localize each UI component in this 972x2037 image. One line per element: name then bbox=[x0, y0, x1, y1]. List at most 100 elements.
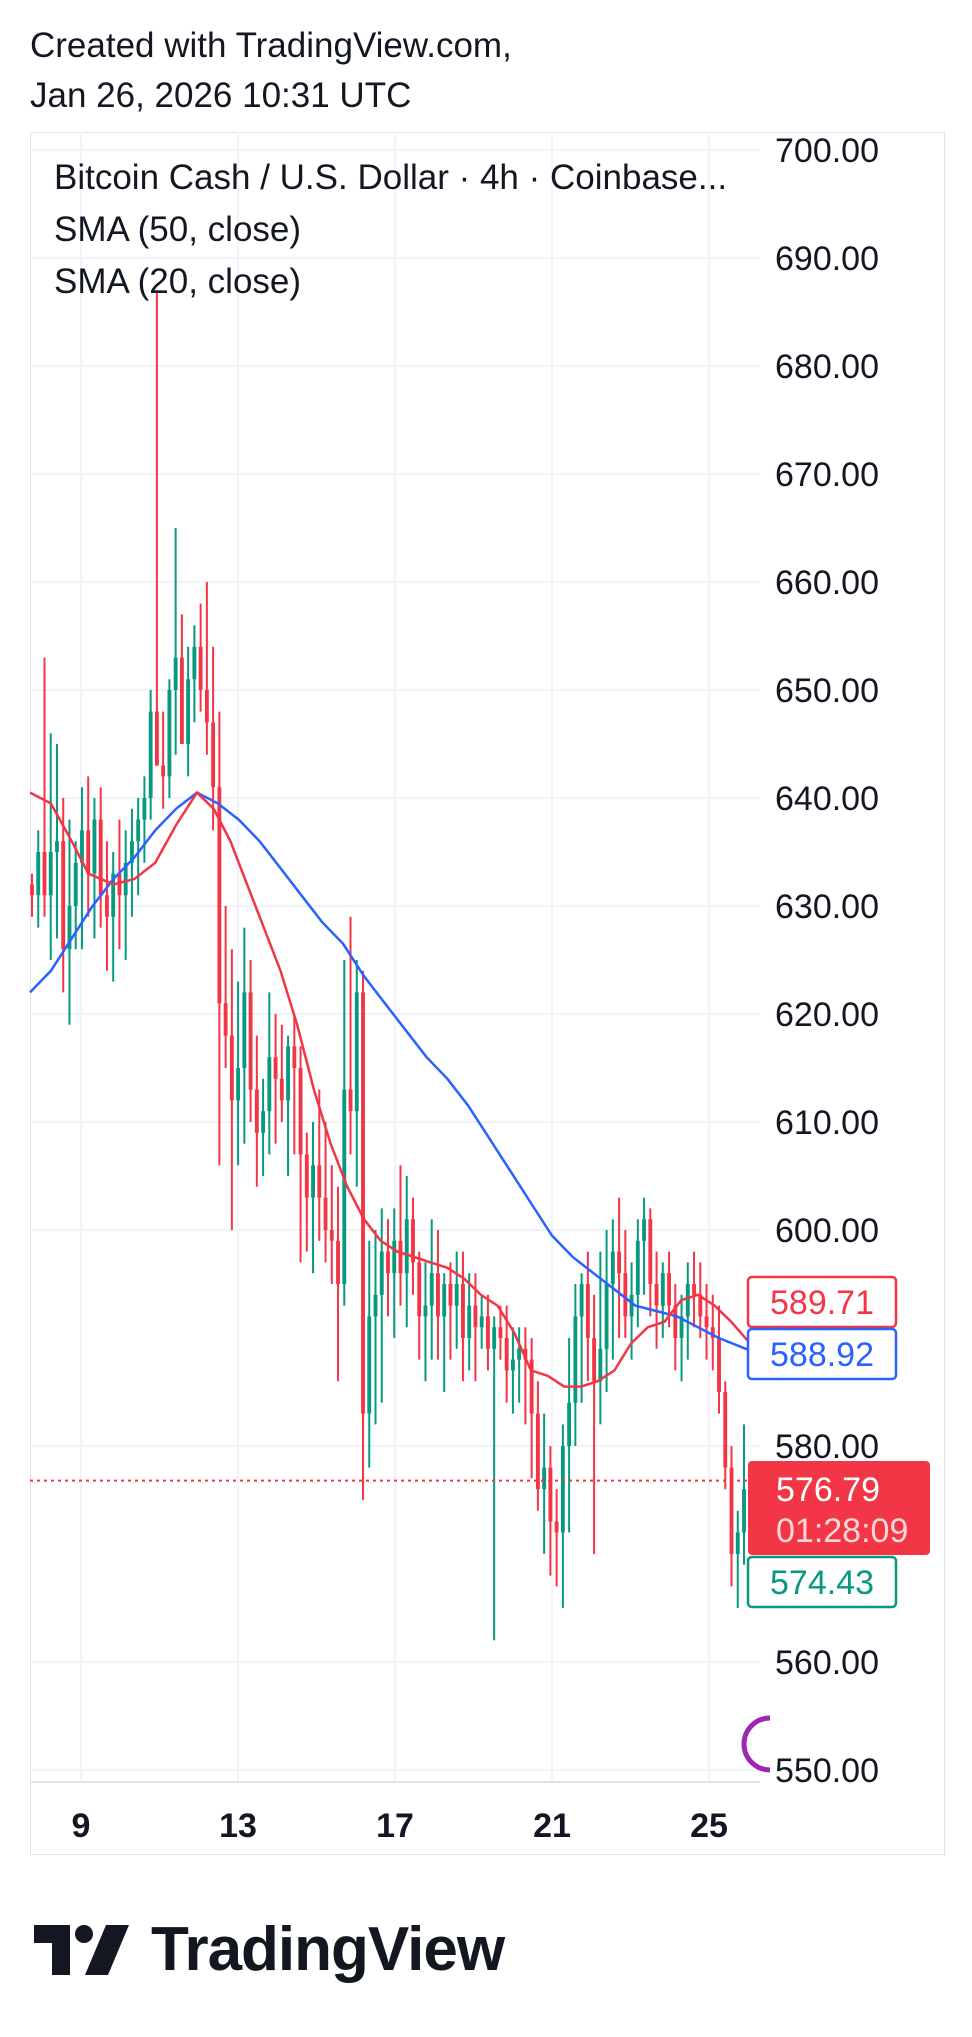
candle-body bbox=[80, 830, 84, 863]
legend-sma20[interactable]: SMA (20, close) bbox=[54, 262, 302, 301]
candle-body bbox=[367, 1316, 372, 1414]
candle-body bbox=[448, 1284, 453, 1306]
candle-body bbox=[729, 1467, 734, 1554]
candle-body bbox=[585, 1284, 590, 1338]
y-tick-label: 560.00 bbox=[775, 1644, 879, 1682]
candle-body bbox=[454, 1284, 459, 1306]
legend-symbol[interactable]: Bitcoin Cash / U.S. Dollar · 4h · Coinba… bbox=[54, 158, 728, 197]
candle-body bbox=[660, 1273, 665, 1306]
candle-body bbox=[323, 1197, 328, 1230]
candle-body bbox=[73, 862, 78, 906]
candle-body bbox=[105, 895, 109, 917]
candle-body bbox=[167, 690, 172, 777]
candle-body bbox=[123, 862, 128, 896]
candle-body bbox=[317, 1165, 322, 1198]
candle-body bbox=[417, 1262, 422, 1317]
candle-body bbox=[48, 852, 53, 896]
candle-body bbox=[485, 1316, 490, 1349]
candle-body bbox=[598, 1348, 603, 1382]
candle-body bbox=[717, 1338, 721, 1392]
candle-body bbox=[567, 1402, 572, 1446]
candle-body bbox=[373, 1294, 378, 1317]
candle-body bbox=[136, 819, 141, 842]
candle-body bbox=[504, 1338, 509, 1371]
candle-body bbox=[398, 1240, 403, 1274]
candle-body bbox=[311, 1165, 315, 1198]
candle-body bbox=[254, 1089, 259, 1133]
y-tick-label: 580.00 bbox=[775, 1428, 879, 1466]
candle-body bbox=[142, 798, 147, 820]
candle-body bbox=[704, 1316, 709, 1328]
y-tick-label: 650.00 bbox=[775, 672, 879, 710]
candle-body bbox=[411, 1219, 415, 1263]
candle-body bbox=[229, 1035, 234, 1101]
candle-body bbox=[604, 1284, 609, 1349]
last-price-label-box bbox=[748, 1461, 930, 1555]
x-tick-label: 25 bbox=[690, 1807, 728, 1845]
bar-countdown: 01:28:09 bbox=[776, 1512, 908, 1550]
candle-body bbox=[479, 1316, 484, 1328]
candle-body bbox=[42, 852, 47, 896]
sma20-line bbox=[29, 790, 749, 1388]
candle-body bbox=[342, 1089, 347, 1284]
candle-body bbox=[348, 1089, 353, 1112]
candle-body bbox=[361, 992, 365, 1414]
candle-body bbox=[236, 1068, 241, 1101]
y-tick-label: 690.00 bbox=[775, 240, 879, 278]
tradingview-logo[interactable]: TradingView bbox=[34, 1915, 505, 1984]
tradingview-wordmark: TradingView bbox=[151, 1915, 505, 1984]
y-tick-label: 600.00 bbox=[775, 1212, 879, 1250]
candle-body bbox=[55, 841, 59, 852]
candle-body bbox=[67, 906, 72, 950]
candle-body bbox=[86, 830, 91, 874]
candle-body bbox=[517, 1348, 522, 1360]
y-tick-label: 680.00 bbox=[775, 348, 879, 386]
candle-body bbox=[179, 657, 184, 744]
candle-body bbox=[679, 1316, 684, 1338]
candle-body bbox=[173, 657, 178, 690]
sma20-price-label-box bbox=[746, 1275, 898, 1329]
candle-body bbox=[379, 1251, 384, 1295]
candle-body bbox=[623, 1273, 628, 1317]
candle-body bbox=[386, 1251, 390, 1274]
candle-body bbox=[592, 1338, 597, 1382]
candle-body bbox=[579, 1284, 584, 1317]
candle-body bbox=[492, 1327, 497, 1349]
candle-body bbox=[248, 992, 253, 1090]
legend-sma50[interactable]: SMA (50, close) bbox=[54, 210, 302, 249]
candle-body bbox=[198, 646, 203, 690]
snapshot-timestamp: Jan 26, 2026 10:31 UTC bbox=[30, 76, 412, 115]
y-tick-label: 550.00 bbox=[775, 1752, 879, 1790]
sma20-price-label-text: 589.71 bbox=[770, 1284, 874, 1322]
candle-body bbox=[336, 1240, 340, 1284]
candle-body bbox=[186, 679, 191, 744]
candle-body bbox=[429, 1273, 434, 1306]
y-tick-label: 610.00 bbox=[775, 1104, 879, 1142]
open-price-label-box bbox=[746, 1555, 898, 1609]
candle-body bbox=[617, 1251, 622, 1274]
candle-body bbox=[461, 1284, 465, 1338]
open-price-label-text: 574.43 bbox=[770, 1564, 874, 1602]
price-chart[interactable]: 700.00 690.00 680.00 670.00 660.00 650.00 640.… bbox=[0, 0, 972, 1870]
candle-body bbox=[292, 1046, 297, 1068]
candle-body bbox=[148, 711, 153, 798]
last-price-value: 576.79 bbox=[776, 1471, 880, 1509]
candle-body bbox=[354, 992, 359, 1112]
candle-body bbox=[698, 1294, 703, 1317]
candle-body bbox=[529, 1359, 534, 1414]
candle-body bbox=[154, 711, 159, 766]
candle-body bbox=[442, 1284, 447, 1317]
candle-body bbox=[298, 1068, 303, 1155]
candle-body bbox=[273, 1057, 278, 1079]
candle-body bbox=[204, 690, 209, 723]
candle-body bbox=[36, 852, 41, 896]
candle-body bbox=[542, 1467, 547, 1490]
candle-body bbox=[610, 1251, 615, 1284]
candle-body bbox=[498, 1327, 503, 1338]
candle-body bbox=[467, 1305, 472, 1338]
candle-body bbox=[523, 1348, 528, 1360]
candle-body bbox=[535, 1413, 540, 1490]
candle-body bbox=[742, 1489, 746, 1533]
candle-body bbox=[648, 1219, 653, 1284]
created-with-text: Created with TradingView.com, bbox=[30, 26, 512, 65]
